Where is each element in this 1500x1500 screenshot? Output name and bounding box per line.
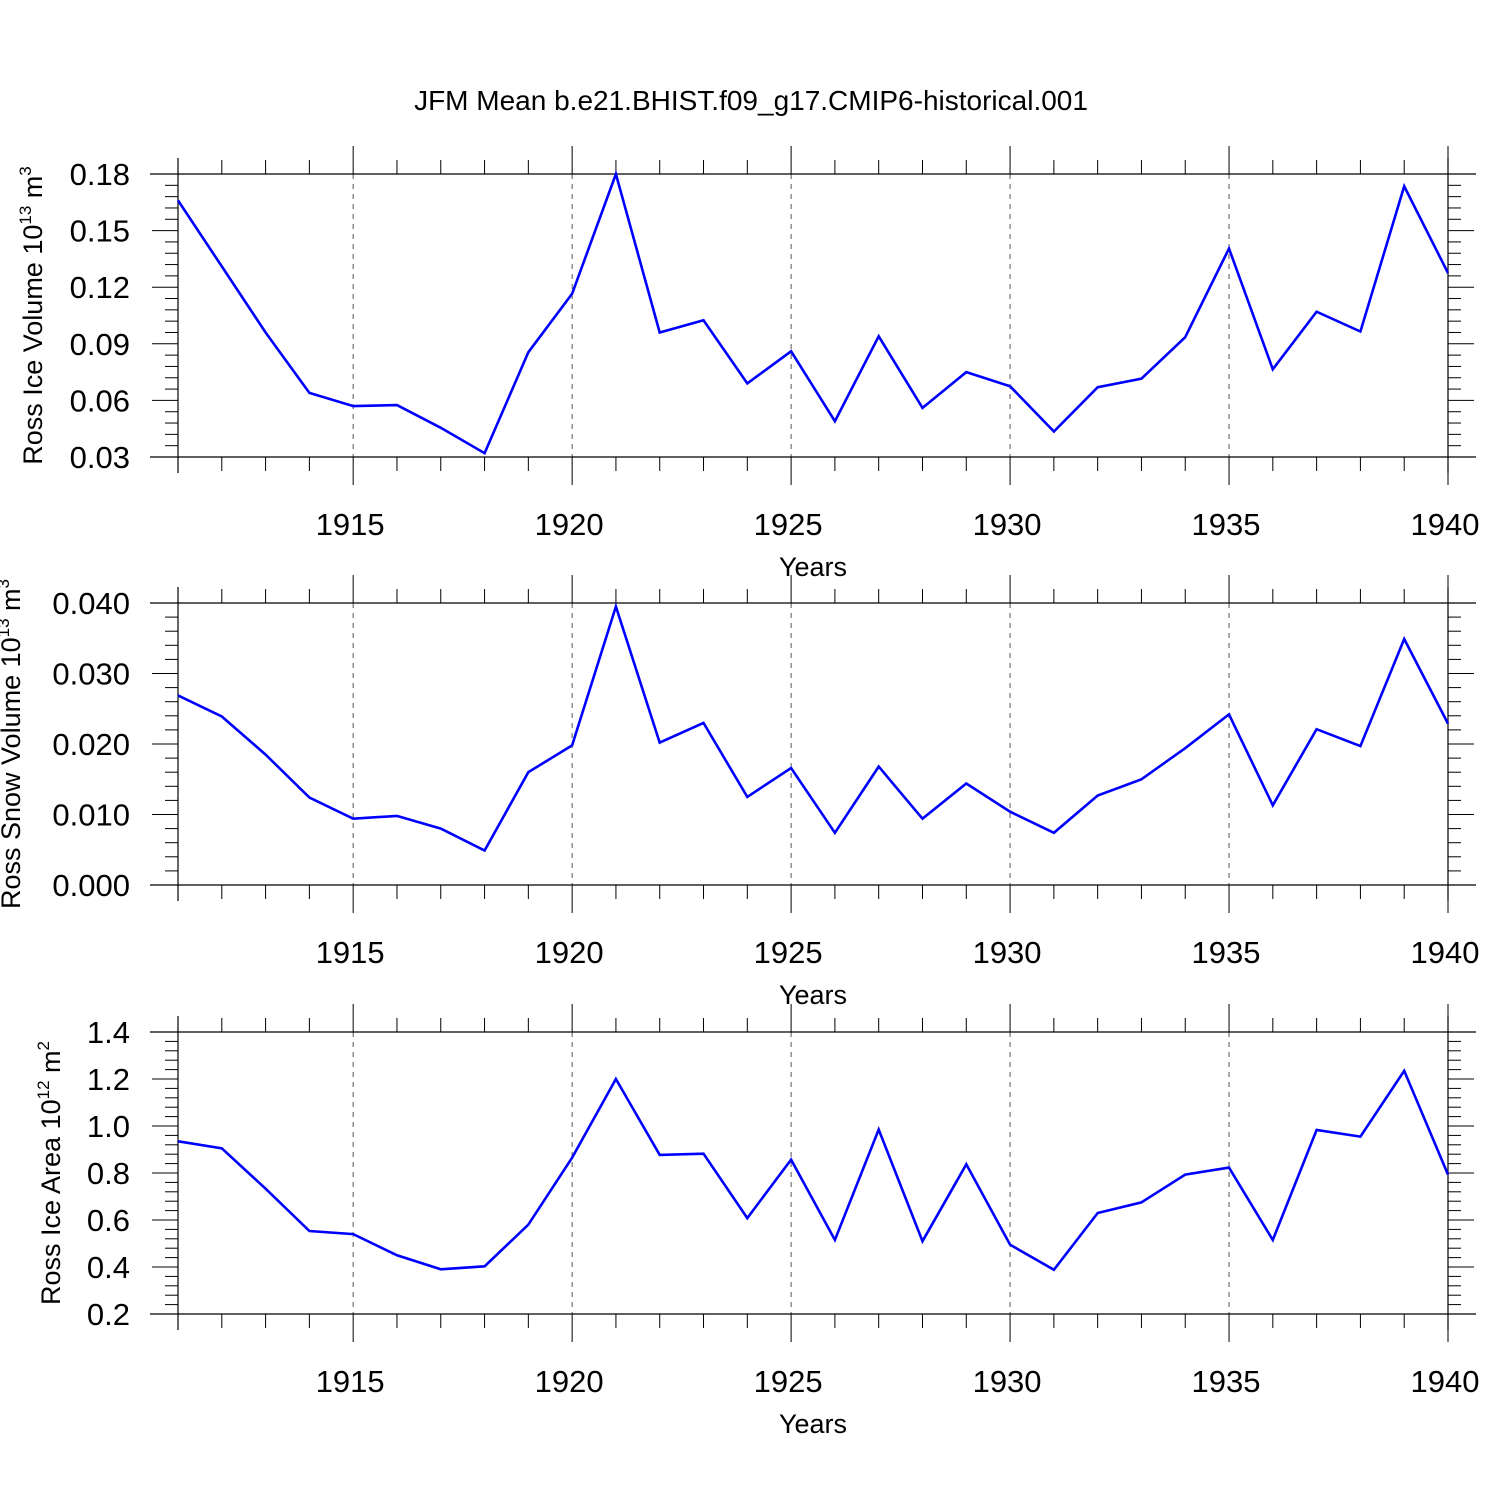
y-tick-label: 1.2 [87,1062,130,1097]
x-axis-title: Years [779,1409,847,1439]
x-tick-label: 1915 [316,935,385,970]
series-line [177,602,1450,853]
chart-panel-1: 0.03 0.06 0.09 0.12 0.15 0.18 1915 1920 1925 1930… [16,146,1479,582]
y-tick-label: 1.4 [87,1015,130,1050]
x-tick-label: 1920 [535,507,604,542]
y-tick-label: 0.06 [70,383,130,418]
x-tick-label: 1930 [973,1364,1042,1399]
y-tick-label: 0.6 [87,1203,130,1238]
y-tick-label: 0.8 [87,1156,130,1191]
y-tick-label: 0.18 [70,157,130,192]
y-tick-label: 0.03 [70,440,130,475]
y-tick-label: 0.010 [52,798,130,833]
x-tick-label: 1920 [535,935,604,970]
y-tick-label: 0.12 [70,270,130,305]
y-tick-label: 0.4 [87,1250,130,1285]
x-tick-label: 1935 [1192,507,1261,542]
chart-panel-2: 0.000 0.010 0.020 0.030 0.040 1915 1920 1925 193… [0,575,1479,1010]
figure-title: JFM Mean b.e21.BHIST.f09_g17.CMIP6-histo… [414,85,1088,116]
y-tick-label: 0.000 [52,868,130,903]
x-tick-label: 1940 [1411,507,1480,542]
x-tick-label: 1930 [973,507,1042,542]
x-axis-title: Years [779,552,847,582]
x-tick-label: 1915 [316,1364,385,1399]
x-tick-label: 1940 [1411,935,1480,970]
y-axis-title: Ross Ice Volume 1013 m3 [16,166,48,465]
x-tick-label: 1940 [1411,1364,1480,1399]
x-tick-label: 1935 [1192,1364,1261,1399]
series-line [177,1068,1450,1272]
y-tick-label: 0.09 [70,327,130,362]
chart-panel-3: 0.2 0.4 0.6 0.8 1.0 1.2 1.4 1915 1920 1925 1930 193… [34,1004,1479,1439]
y-tick-label: 0.030 [52,657,130,692]
x-axis-title: Years [779,980,847,1010]
x-tick-label: 1935 [1192,935,1261,970]
y-axis-title: Ross Ice Area 1012 m2 [34,1041,66,1305]
x-tick-label: 1925 [754,507,823,542]
y-tick-label: 0.2 [87,1297,130,1332]
y-tick-label: 0.020 [52,727,130,762]
y-tick-label: 0.040 [52,586,130,621]
x-tick-label: 1915 [316,507,385,542]
x-tick-label: 1930 [973,935,1042,970]
x-tick-label: 1920 [535,1364,604,1399]
x-tick-label: 1925 [754,935,823,970]
x-tick-label: 1925 [754,1364,823,1399]
y-axis-title: Ross Snow Volume 1013 m3 [0,579,26,909]
y-tick-label: 1.0 [87,1109,130,1144]
y-tick-label: 0.15 [70,214,130,249]
series-line [176,169,1450,456]
